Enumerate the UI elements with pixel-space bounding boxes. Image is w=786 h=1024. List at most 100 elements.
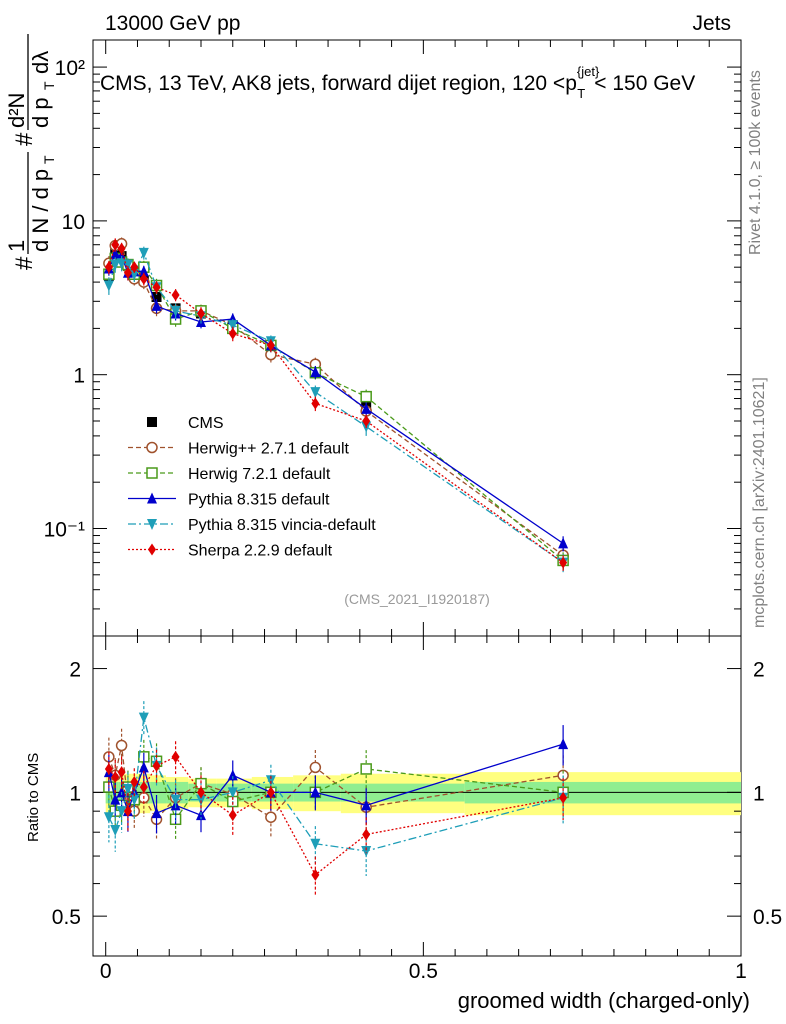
ratio-point (361, 846, 372, 858)
svg-text:d N / d p: d N / d p (28, 169, 53, 252)
main-ytick-label: 10² (55, 57, 85, 80)
ratio-ytick-label-right: 0.5 (753, 906, 782, 929)
ratio-ylabel: Ratio to CMS (25, 753, 42, 842)
ratio-point (138, 712, 149, 724)
ratio-point (227, 769, 238, 781)
energy-label: 13000 GeV pp (105, 12, 240, 35)
legend-label: Sherpa 2.2.9 default (188, 543, 333, 560)
data-point (104, 261, 113, 274)
ratio-point (361, 799, 372, 811)
ratio-point (227, 787, 238, 799)
data-point (197, 307, 205, 320)
ratio-point (228, 809, 237, 822)
legend-item: Sherpa 2.2.9 default (128, 543, 333, 560)
ratio-point (311, 868, 320, 881)
ratio-point (152, 759, 161, 772)
ratio-ytick-label-right: 1 (753, 782, 765, 805)
ratio-point (197, 786, 205, 799)
legend-item: Pythia 8.315 vincia-default (128, 517, 376, 534)
data-point (129, 269, 140, 281)
legend-label: CMS (188, 415, 224, 432)
ratio-point (117, 766, 126, 779)
data-point (266, 339, 275, 352)
data-point (103, 280, 114, 292)
ratio-point (558, 738, 569, 750)
ratio-point (310, 786, 321, 798)
ratio-point (138, 761, 149, 773)
category-label: Jets (692, 12, 731, 35)
ratio-point (310, 838, 321, 850)
legend-label: Herwig++ 2.7.1 default (188, 441, 350, 458)
legend-item: Herwig 7.2.1 default (128, 466, 331, 483)
ratio-ytick-label: 1 (69, 782, 81, 805)
legend-marker (146, 467, 158, 479)
series-line (108, 243, 564, 564)
ratio-point (559, 791, 568, 804)
ratio-point (123, 805, 132, 818)
main-series-group (103, 237, 569, 573)
ratio-ytick-label: 0.5 (52, 906, 81, 929)
data-point (170, 305, 181, 317)
svg-text:#: # (11, 132, 38, 146)
ratio-point (104, 762, 113, 775)
ratio-point (196, 794, 206, 806)
data-point (138, 247, 149, 259)
ratio-point (116, 786, 127, 798)
data-point (138, 265, 149, 277)
data-point (361, 402, 372, 414)
data-point (311, 397, 320, 410)
legend-marker (147, 519, 157, 530)
legend: CMS Herwig++ 2.7.1 default Herwig 7.2.1 de… (128, 415, 376, 560)
ratio-series-sherpa-2-2-9-default (104, 741, 568, 896)
legend-label: Pythia 8.315 vincia-default (188, 517, 376, 534)
data-point (360, 390, 372, 403)
legend-label: Herwig 7.2.1 default (188, 466, 331, 483)
data-point (123, 266, 132, 279)
data-point (559, 556, 568, 569)
ratio-axes: 0.5 0.5 1 1 2 2 (52, 659, 782, 930)
ratio-point (116, 806, 127, 818)
ratio-point (265, 811, 277, 823)
ratio-point (309, 761, 322, 774)
series-sherpa-2-2-9-default (104, 238, 568, 571)
data-point (151, 299, 162, 311)
legend-item: Herwig++ 2.7.1 default (128, 441, 350, 458)
svg-text:T: T (41, 81, 57, 90)
ratio-point (122, 783, 133, 795)
ratio-point (130, 775, 139, 788)
legend-marker (148, 543, 156, 556)
data-point (152, 281, 161, 294)
ratio-point (103, 812, 114, 824)
ratio-point (111, 770, 120, 783)
data-point (111, 238, 120, 251)
svg-text:#: # (11, 256, 38, 270)
svg-text:dλ: dλ (28, 51, 53, 74)
ratio-point (265, 775, 276, 787)
legend-marker (147, 417, 157, 427)
main-ytick-label: 10 (62, 211, 85, 234)
x-tick-label: 0.5 (409, 960, 438, 983)
ratio-series-group (103, 701, 569, 896)
ratio-ytick-label-right: 2 (753, 659, 765, 682)
legend-marker (147, 492, 157, 504)
ratio-point (110, 824, 121, 836)
x-axis-label: groomed width (charged-only) (458, 988, 750, 1013)
legend-marker (146, 441, 158, 454)
ratio-point (170, 794, 181, 806)
x-tick-label: 0 (100, 960, 112, 983)
mcplots-label: mcplots.cern.ch [arXiv:2401.10621] (751, 377, 768, 628)
x-tick-label: 1 (735, 960, 747, 983)
ratio-line (108, 745, 564, 821)
rivet-label: Rivet 4.1.0, ≥ 100k events (747, 70, 764, 255)
ratio-point (362, 828, 371, 841)
data-point (151, 291, 162, 302)
ratio-point (266, 786, 275, 799)
svg-text:d p: d p (28, 97, 53, 128)
ratio-ytick-label: 2 (69, 659, 81, 682)
data-point (227, 320, 238, 332)
data-point (110, 259, 121, 271)
legend-label: Pythia 8.315 default (188, 492, 330, 509)
plot-title: CMS, 13 TeV, AK8 jets, forward dijet reg… (100, 64, 695, 101)
series-line (108, 251, 564, 564)
